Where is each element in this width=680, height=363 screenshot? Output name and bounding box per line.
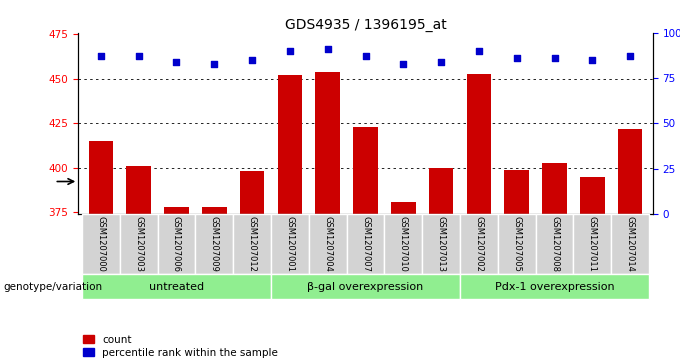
Text: GSM1207006: GSM1207006: [172, 216, 181, 272]
Text: GSM1207009: GSM1207009: [210, 216, 219, 272]
Bar: [120, 214, 158, 274]
Bar: [466, 74, 491, 214]
Bar: [240, 171, 265, 214]
Legend: count, percentile rank within the sample: count, percentile rank within the sample: [84, 335, 278, 358]
Point: [284, 48, 295, 54]
Point: [171, 59, 182, 65]
Point: [247, 57, 258, 63]
Text: GSM1207007: GSM1207007: [361, 216, 370, 272]
Bar: [126, 166, 151, 214]
Bar: [233, 214, 271, 274]
Bar: [88, 141, 113, 214]
Bar: [158, 214, 195, 274]
Bar: [580, 177, 605, 214]
Point: [436, 59, 447, 65]
Text: GSM1207000: GSM1207000: [97, 216, 105, 272]
Bar: [82, 214, 120, 274]
Bar: [429, 168, 454, 214]
Text: GSM1207001: GSM1207001: [286, 216, 294, 272]
Text: GSM1207014: GSM1207014: [626, 216, 634, 272]
Title: GDS4935 / 1396195_at: GDS4935 / 1396195_at: [285, 18, 446, 32]
Bar: [422, 214, 460, 274]
Text: GSM1207002: GSM1207002: [475, 216, 483, 272]
Bar: [277, 76, 302, 214]
Bar: [536, 214, 573, 274]
Bar: [611, 214, 649, 274]
Bar: [347, 214, 384, 274]
Bar: [460, 214, 498, 274]
Bar: [384, 214, 422, 274]
Bar: [460, 274, 649, 299]
Point: [587, 57, 598, 63]
Bar: [498, 214, 536, 274]
Bar: [316, 72, 340, 214]
Text: β-gal overexpression: β-gal overexpression: [307, 282, 424, 292]
Text: GSM1207008: GSM1207008: [550, 216, 559, 272]
Point: [473, 48, 484, 54]
Text: GSM1207010: GSM1207010: [398, 216, 408, 272]
Bar: [164, 207, 189, 214]
Text: genotype/variation: genotype/variation: [3, 282, 103, 293]
Text: untreated: untreated: [149, 282, 204, 292]
Bar: [391, 202, 415, 214]
Bar: [271, 274, 460, 299]
Point: [625, 53, 636, 59]
Bar: [195, 214, 233, 274]
Bar: [573, 214, 611, 274]
Bar: [82, 274, 271, 299]
Point: [95, 53, 106, 59]
Text: GSM1207012: GSM1207012: [248, 216, 256, 272]
Point: [549, 55, 560, 61]
Text: GSM1207011: GSM1207011: [588, 216, 597, 272]
Point: [322, 46, 333, 52]
Point: [511, 55, 522, 61]
Bar: [309, 214, 347, 274]
Bar: [202, 207, 226, 214]
Text: GSM1207013: GSM1207013: [437, 216, 445, 272]
Point: [360, 53, 371, 59]
Text: GSM1207003: GSM1207003: [134, 216, 143, 272]
Text: GSM1207005: GSM1207005: [512, 216, 521, 272]
Bar: [618, 129, 643, 214]
Bar: [353, 127, 378, 214]
Bar: [505, 170, 529, 214]
Point: [133, 53, 144, 59]
Text: Pdx-1 overexpression: Pdx-1 overexpression: [495, 282, 614, 292]
Bar: [542, 163, 567, 214]
Point: [398, 61, 409, 66]
Point: [209, 61, 220, 66]
Text: GSM1207004: GSM1207004: [323, 216, 333, 272]
Bar: [271, 214, 309, 274]
